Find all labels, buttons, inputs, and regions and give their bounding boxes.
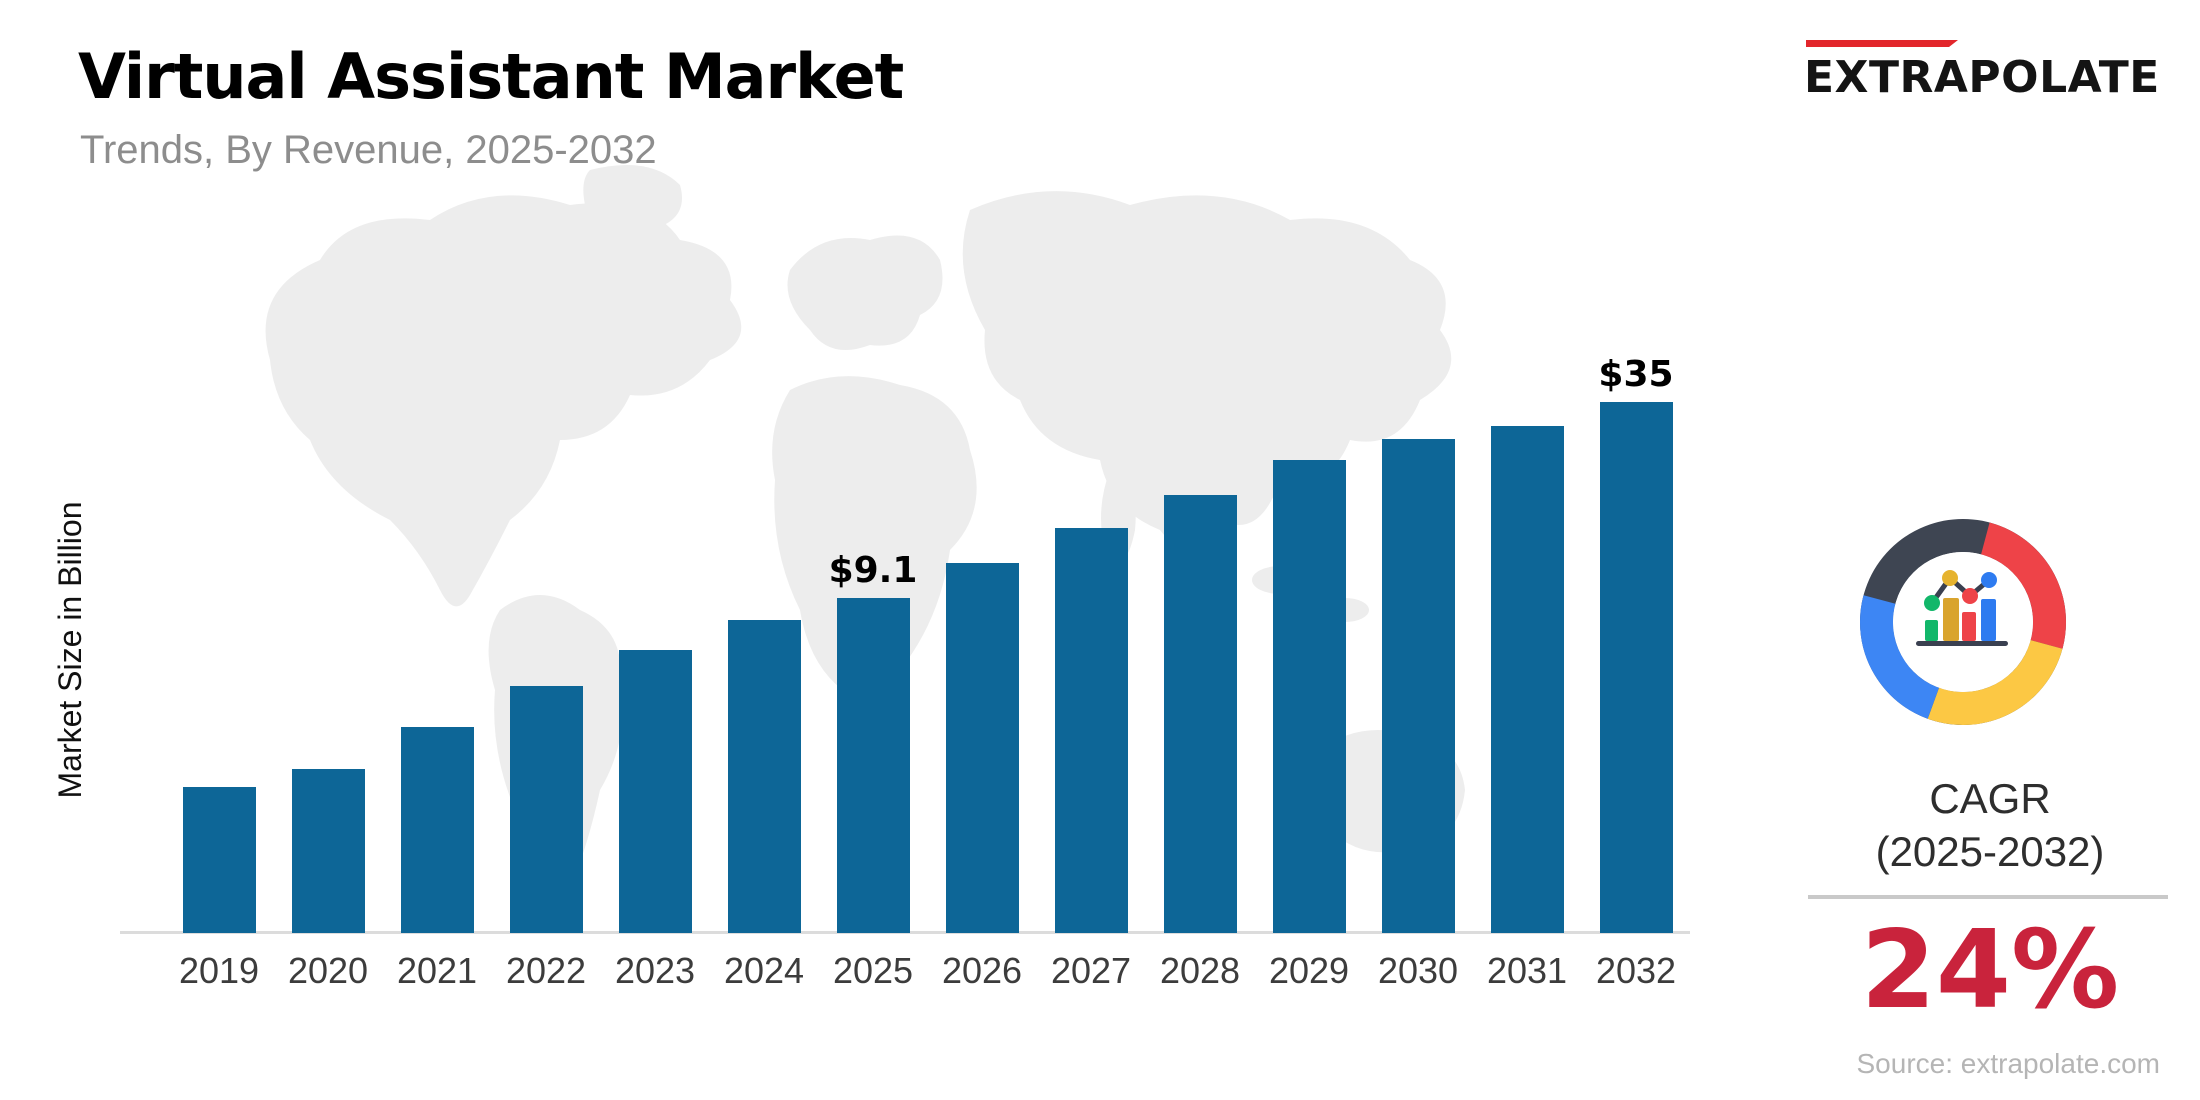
cagr-value: 24%: [1860, 908, 2120, 1033]
cagr-period: (2025-2032): [1875, 828, 2105, 875]
bar-2026: [945, 563, 1019, 933]
logo-red-bar-icon: [1806, 40, 1958, 47]
map-greenland: [583, 165, 682, 231]
x-axis-label-2028: 2028: [1159, 950, 1241, 991]
x-axis-label-2031: 2031: [1486, 950, 1568, 991]
bar-value-label-2032: $35: [1598, 354, 1674, 395]
donut-chart-icon: [1860, 519, 2066, 725]
map-asia: [962, 191, 1452, 548]
bar-2031: [1490, 426, 1564, 933]
x-axis-label-2019: 2019: [178, 950, 260, 991]
x-axis-label-2029: 2029: [1268, 950, 1350, 991]
source-text: Source: extrapolate.com: [1856, 1048, 2161, 1079]
mini-bar-chart-icon: [1916, 570, 2008, 646]
bar-2027: [1054, 528, 1128, 933]
logo-wordmark: EXTRAPOLATE: [1804, 52, 2160, 103]
page-subtitle: Trends, By Revenue, 2025-2032: [80, 128, 657, 172]
bar-2030: [1381, 439, 1455, 933]
map-north-america: [265, 195, 742, 607]
extrapolate-logo: EXTRAPOLATE: [1804, 40, 2162, 103]
page-title: Virtual Assistant Market: [78, 40, 904, 113]
bar-2029: [1272, 460, 1346, 933]
x-axis-label-2027: 2027: [1050, 950, 1132, 991]
bar-value-label-2025: $9.1: [828, 550, 918, 591]
x-axis-label-2021: 2021: [396, 950, 478, 991]
x-axis-label-2032: 2032: [1595, 950, 1677, 991]
bar-2019: [182, 787, 256, 933]
map-europe: [787, 235, 943, 350]
x-axis-label-2025: 2025: [832, 950, 914, 991]
bar-2032: [1599, 402, 1673, 933]
x-axis-label-2020: 2020: [287, 950, 369, 991]
cagr-divider: [1808, 895, 2168, 899]
bar-2022: [509, 686, 583, 933]
x-axis-label-2023: 2023: [614, 950, 696, 991]
bar-2023: [618, 650, 692, 933]
x-axis-label-2026: 2026: [941, 950, 1023, 991]
x-axis-label-2022: 2022: [505, 950, 587, 991]
bar-2024: [727, 620, 801, 933]
bar-2021: [400, 727, 474, 933]
cagr-label: CAGR: [1929, 775, 2051, 822]
x-axis-label-2030: 2030: [1377, 950, 1459, 991]
bar-2020: [291, 769, 365, 933]
bar-2025: [836, 598, 910, 933]
bar-2028: [1163, 495, 1237, 933]
map-africa: [772, 376, 977, 704]
x-axis-label-2024: 2024: [723, 950, 805, 991]
y-axis-title: Market Size in Billion: [52, 501, 88, 799]
